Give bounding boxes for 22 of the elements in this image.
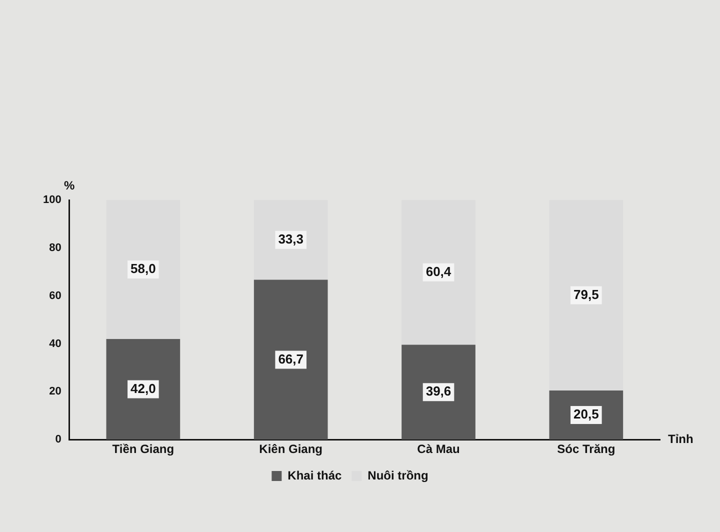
x-tick-label: Cà Mau	[417, 442, 460, 456]
x-tick-label: Kiên Giang	[259, 442, 323, 456]
legend-label: Khai thác	[288, 468, 342, 482]
legend-label: Nuôi trồng	[368, 468, 428, 482]
data-label: 33,3	[278, 231, 304, 246]
y-axis-title: %	[64, 178, 76, 192]
data-label: 20,5	[574, 406, 599, 422]
y-tick-label: 80	[49, 242, 62, 254]
data-label: 79,5	[574, 286, 599, 302]
data-label: 42,0	[130, 380, 156, 396]
x-axis-title: Tỉnh	[668, 432, 694, 446]
data-label: 66,7	[278, 351, 304, 366]
y-tick-label: 100	[42, 194, 62, 206]
y-tick-label: 40	[49, 338, 62, 350]
data-label: 39,6	[426, 384, 452, 399]
data-label: 60,4	[426, 264, 452, 279]
y-tick-label: 20	[49, 386, 62, 398]
data-label: 58,0	[130, 261, 156, 276]
y-tick-label: 0	[55, 434, 62, 446]
x-tick-label: Tiền Giang	[112, 442, 174, 456]
y-tick-label: 60	[49, 290, 62, 302]
x-tick-label: Sóc Trăng	[557, 442, 616, 456]
